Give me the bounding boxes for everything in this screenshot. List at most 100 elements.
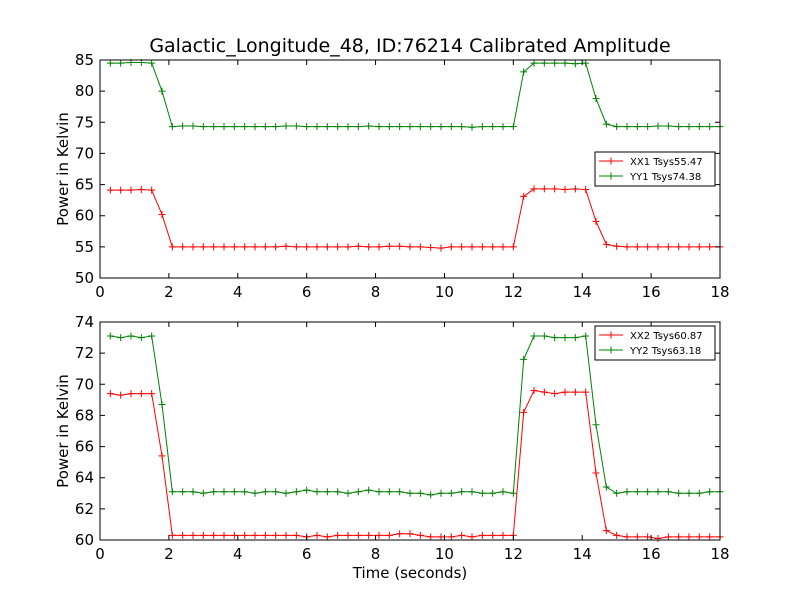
data-point (478, 123, 486, 131)
data-point (644, 488, 652, 496)
x-tick-label: 14 (573, 545, 592, 563)
data-point (168, 243, 176, 251)
data-point (354, 488, 362, 496)
data-point (375, 123, 383, 131)
data-point (623, 243, 631, 251)
data-point (613, 242, 621, 250)
data-point (499, 488, 507, 496)
y-tick-label: 70 (75, 144, 94, 162)
y-tick-label: 75 (75, 113, 94, 131)
data-point (334, 123, 342, 131)
data-point (406, 489, 414, 497)
data-point (303, 123, 311, 131)
data-point (592, 421, 600, 429)
x-tick-label: 6 (302, 283, 312, 301)
data-point (199, 243, 207, 251)
data-point (323, 123, 331, 131)
data-point (406, 530, 414, 538)
data-point (148, 186, 156, 194)
plot-frame (99, 59, 721, 279)
data-point (489, 489, 497, 497)
data-point (540, 59, 548, 67)
data-point (189, 531, 197, 539)
y-tick-label: 50 (75, 269, 94, 287)
y-tick-label: 80 (75, 82, 94, 100)
data-point (447, 123, 455, 131)
x-tick-label: 16 (642, 545, 661, 563)
data-point (189, 122, 197, 130)
data-point (582, 388, 590, 396)
data-point (344, 489, 352, 497)
data-point (499, 243, 507, 251)
data-point (210, 243, 218, 251)
plot-frame (99, 321, 721, 541)
data-point (613, 489, 621, 497)
data-point (561, 59, 569, 67)
y-axis-label: Power in Kelvin (54, 374, 72, 488)
data-point (468, 533, 476, 541)
data-point (354, 123, 362, 131)
data-point (447, 243, 455, 251)
data-point (468, 488, 476, 496)
legend-marker (607, 331, 615, 339)
data-point (468, 123, 476, 131)
data-point (447, 533, 455, 541)
legend: XX2 Tsys60.87 YY2 Tsys63.18 (594, 325, 716, 361)
data-point (499, 531, 507, 539)
data-point (292, 531, 300, 539)
data-point (458, 531, 466, 539)
data-point (509, 489, 517, 497)
data-point (644, 123, 652, 131)
data-point (602, 120, 610, 128)
data-point (303, 243, 311, 251)
data-point (158, 401, 166, 409)
data-point (199, 489, 207, 497)
data-point (344, 531, 352, 539)
data-point (189, 243, 197, 251)
y-tick-label: 65 (75, 176, 94, 194)
data-point (251, 489, 259, 497)
series-line (110, 389, 720, 539)
data-point (365, 531, 373, 539)
data-point (644, 533, 652, 541)
data-point (127, 332, 135, 340)
data-point (468, 243, 476, 251)
data-point (406, 243, 414, 251)
data-point (530, 332, 538, 340)
data-point (509, 243, 517, 251)
data-point (664, 243, 672, 251)
x-tick-label: 16 (642, 283, 661, 301)
data-point (530, 387, 538, 395)
data-point (520, 192, 528, 200)
data-point (313, 488, 321, 496)
data-point (551, 334, 559, 342)
data-point (292, 243, 300, 251)
x-tick-label: 10 (435, 545, 454, 563)
data-point (437, 533, 445, 541)
data-point (199, 531, 207, 539)
data-point (499, 123, 507, 131)
data-point (220, 488, 228, 496)
data-point (261, 243, 269, 251)
data-point (561, 334, 569, 342)
data-point (675, 489, 683, 497)
x-tick-label: 0 (95, 545, 105, 563)
data-point (158, 210, 166, 218)
x-tick-label: 2 (164, 545, 174, 563)
data-point (706, 488, 714, 496)
data-point (179, 122, 187, 130)
data-point (261, 123, 269, 131)
data-point (241, 243, 249, 251)
data-point (179, 488, 187, 496)
data-point (633, 243, 641, 251)
data-point (613, 531, 621, 539)
data-point (489, 123, 497, 131)
data-point (168, 531, 176, 539)
data-point (571, 185, 579, 193)
data-point (251, 123, 259, 131)
series-1-1 (106, 185, 724, 252)
x-tick-label: 2 (164, 283, 174, 301)
data-point (241, 531, 249, 539)
data-point (551, 59, 559, 67)
